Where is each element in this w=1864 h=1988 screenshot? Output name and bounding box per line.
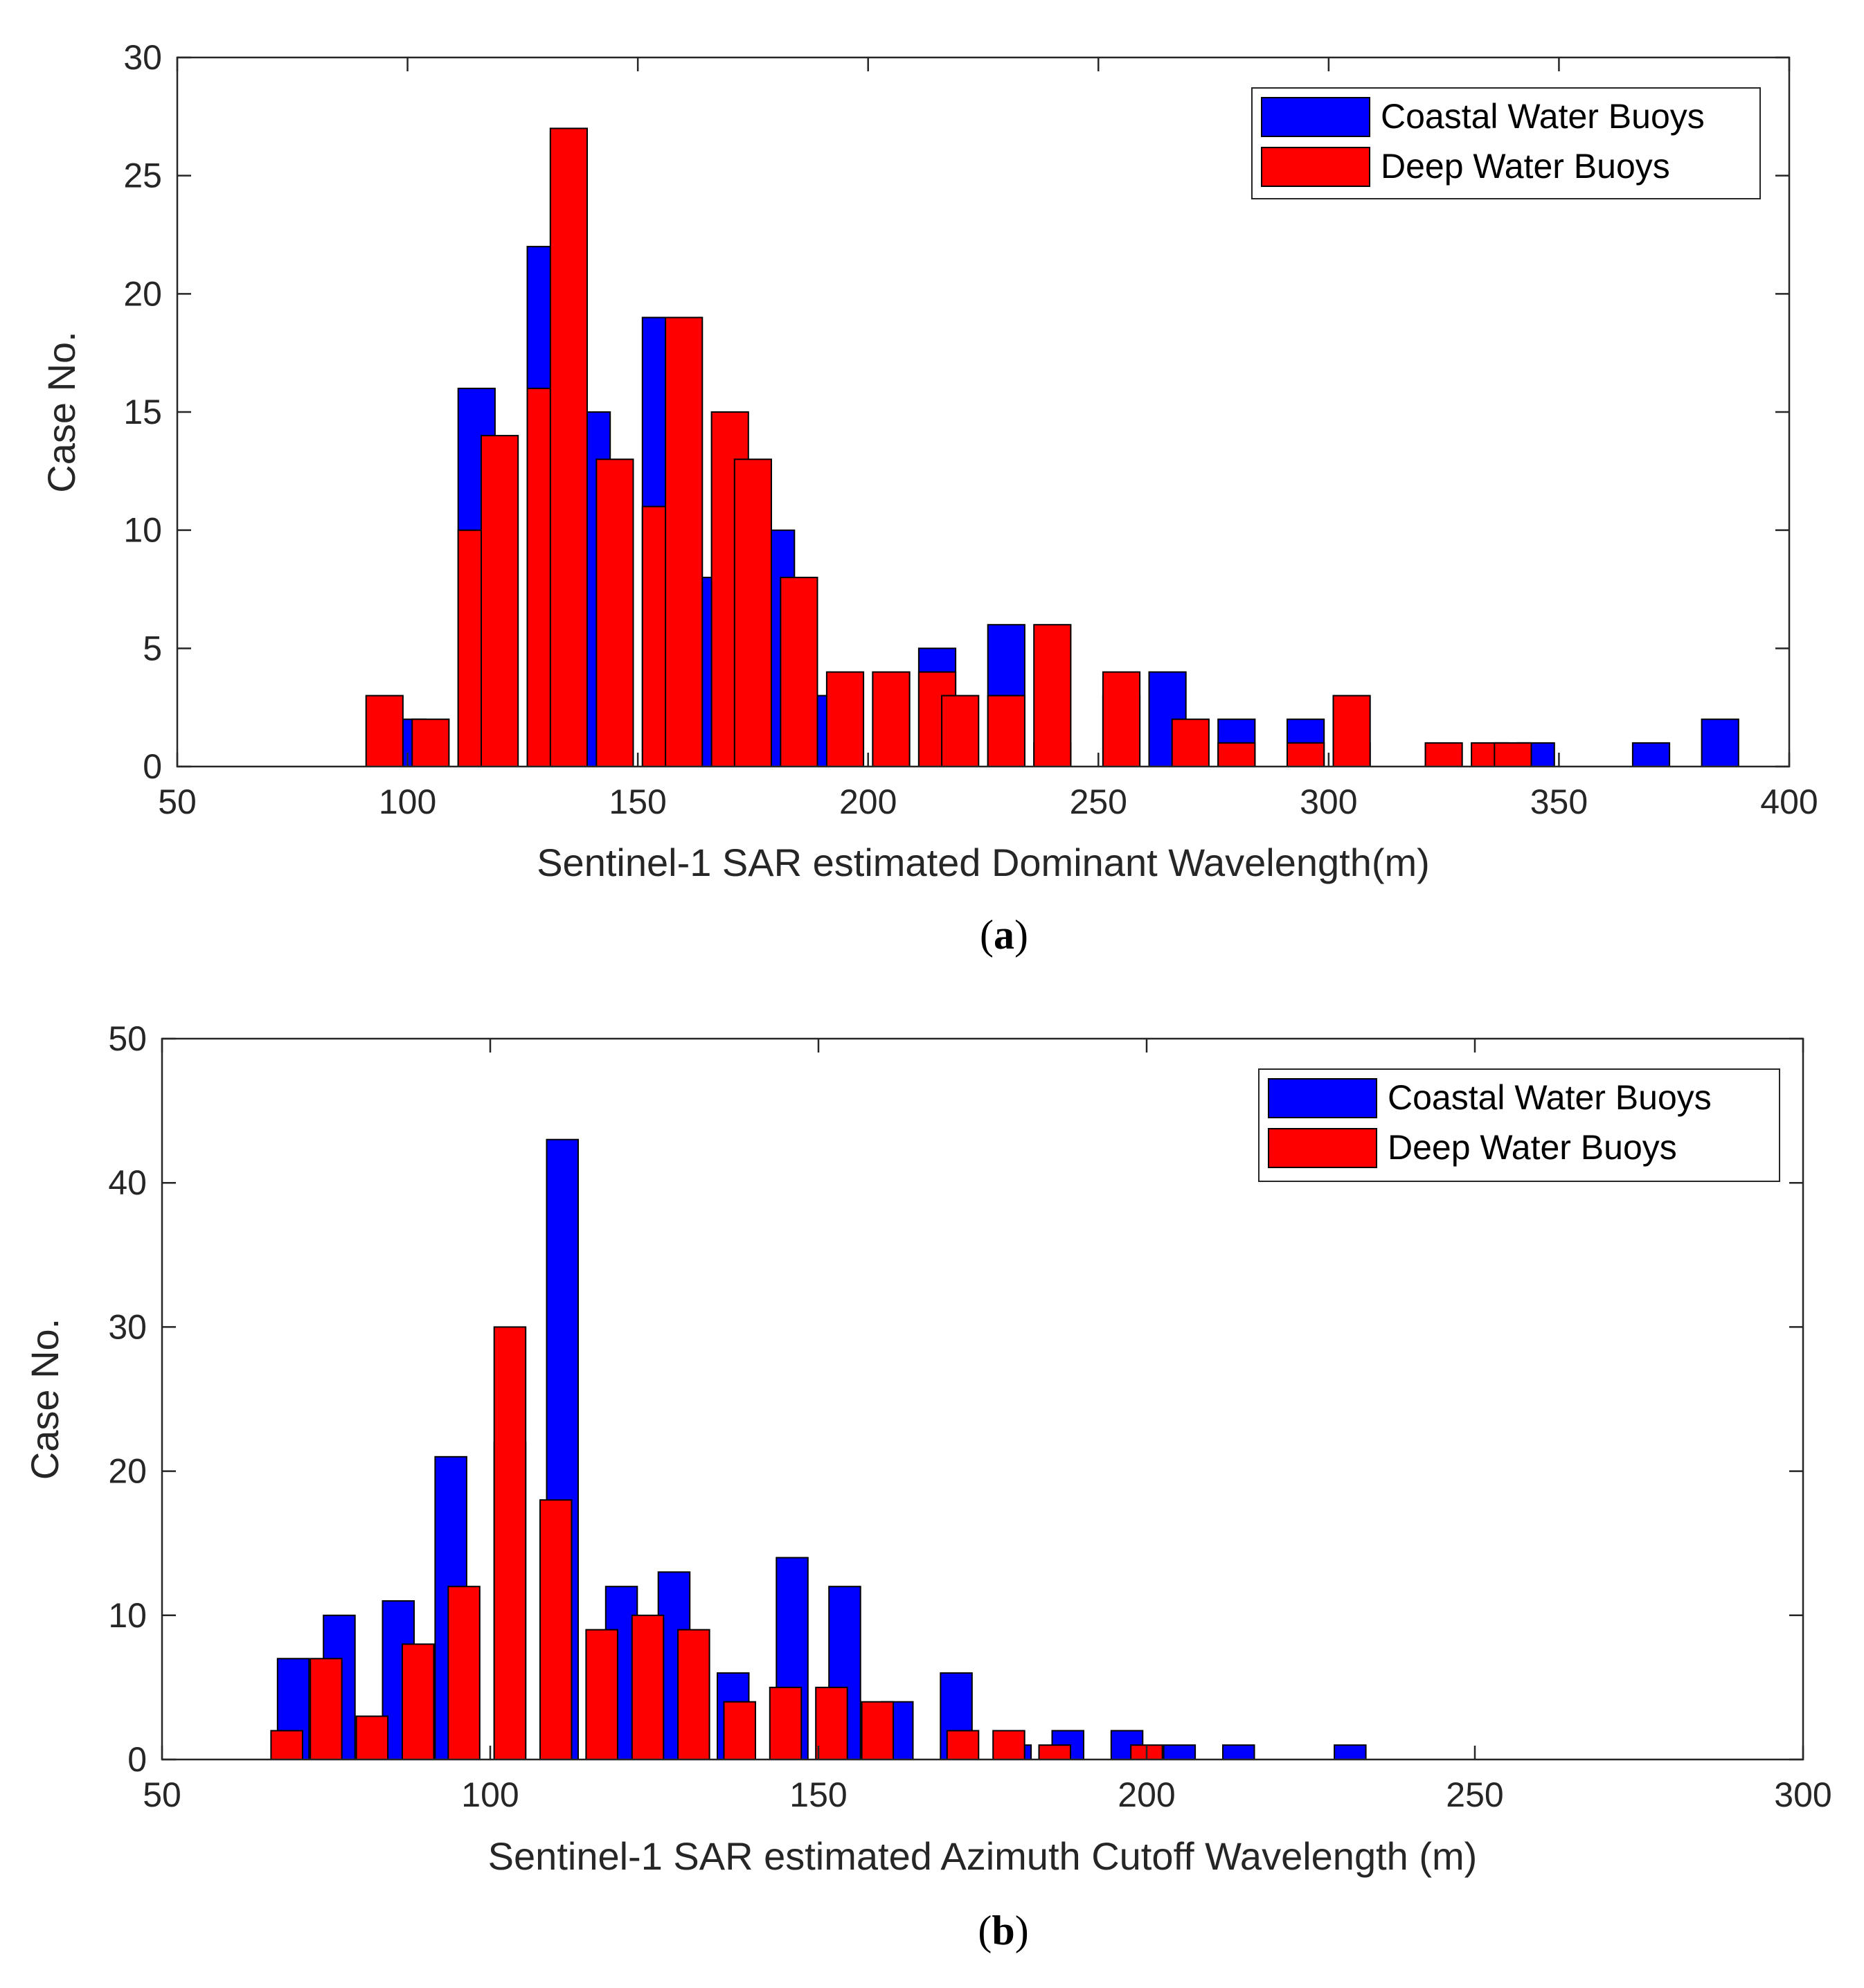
x-tick-label: 300: [1300, 782, 1357, 821]
legend-label-deep: Deep Water Buoys: [1388, 1128, 1677, 1167]
legend: Coastal Water Buoys Deep Water Buoys: [1251, 87, 1761, 199]
x-tick-label: 50: [143, 1775, 181, 1814]
x-tick-label: 100: [461, 1775, 519, 1814]
bar-deep-11: [769, 1686, 803, 1760]
legend-swatch-coastal: [1261, 97, 1370, 137]
x-tick-label: 150: [789, 1775, 847, 1814]
y-tick-label: 10: [108, 1596, 147, 1635]
x-tick-label: 100: [379, 782, 436, 821]
bar-deep-8: [665, 316, 704, 767]
y-tick-label: 30: [123, 38, 162, 77]
legend-label-coastal: Coastal Water Buoys: [1381, 97, 1705, 136]
y-tick-label: 0: [127, 1740, 147, 1779]
bar-deep-12: [825, 671, 865, 767]
plot-area-frame: [161, 1037, 1804, 1761]
bar-deep-0: [270, 1730, 303, 1760]
y-tick-label: 50: [108, 1019, 147, 1058]
x-axis-label: Sentinel-1 SAR estimated Azimuth Cutoff …: [488, 1834, 1478, 1878]
y-tick-label: 15: [123, 393, 162, 431]
x-tick-label: 300: [1774, 1775, 1831, 1814]
x-tick-label: 50: [158, 782, 197, 821]
y-tick-label: 5: [143, 629, 162, 668]
x-tick-label: 350: [1530, 782, 1588, 821]
x-axis-label: Sentinel-1 SAR estimated Dominant Wavele…: [537, 841, 1430, 884]
bar-deep-0: [365, 695, 404, 767]
bar-deep-8: [631, 1614, 665, 1761]
bar-deep-13: [872, 671, 911, 767]
bar-coastal-18: [1631, 742, 1671, 768]
y-tick-label: 40: [108, 1163, 147, 1202]
bar-deep-9: [677, 1629, 710, 1761]
bar-deep-6: [595, 458, 634, 767]
bar-deep-17: [1033, 624, 1072, 768]
bar-deep-5: [549, 127, 588, 767]
x-tick-label: 250: [1070, 782, 1127, 821]
bar-deep-5: [493, 1326, 527, 1760]
y-tick-label: 0: [143, 747, 162, 786]
legend-swatch-coastal: [1268, 1078, 1377, 1118]
panel-caption: (b): [978, 1908, 1028, 1953]
bar-deep-7: [585, 1629, 618, 1761]
y-tick-label: 25: [123, 156, 162, 195]
y-tick-label: 20: [108, 1452, 147, 1491]
bar-deep-15: [941, 695, 980, 767]
bar-deep-16: [1038, 1744, 1071, 1760]
legend: Coastal Water Buoys Deep Water Buoys: [1258, 1068, 1780, 1182]
bar-deep-11: [780, 576, 818, 768]
bar-deep-12: [815, 1686, 848, 1760]
bar-deep-10: [723, 1701, 756, 1760]
bar-deep-3: [481, 435, 519, 767]
bar-deep-14: [946, 1730, 980, 1760]
bar-coastal-19: [1701, 718, 1739, 767]
bar-deep-20: [1217, 742, 1256, 768]
bar-deep-13: [861, 1701, 895, 1760]
bar-deep-19: [1171, 718, 1210, 767]
x-tick-label: 150: [609, 782, 666, 821]
bar-coastal-17: [1222, 1744, 1255, 1760]
y-tick-label: 30: [108, 1307, 147, 1346]
y-tick-label: 10: [123, 511, 162, 550]
y-tick-label: 20: [123, 274, 162, 313]
legend-swatch-deep: [1268, 1128, 1377, 1168]
chart-panel-a: 50 100 150 200 250 300 350 400 0 5 10 15 20 25 30 Senti…: [39, 38, 1818, 958]
bar-coastal-18: [1334, 1744, 1367, 1760]
legend-label-deep: Deep Water Buoys: [1381, 147, 1670, 186]
bar-deep-10: [733, 458, 773, 767]
bar-deep-16: [987, 695, 1025, 767]
bar-deep-25: [1494, 742, 1532, 768]
bar-deep-4: [447, 1586, 481, 1760]
x-tick-label: 200: [1118, 1775, 1175, 1814]
bar-coastal-16: [1163, 1744, 1197, 1760]
x-tick-label: 400: [1760, 782, 1818, 821]
y-axis-label: Case No.: [23, 1318, 66, 1480]
x-tick-label: 200: [839, 782, 897, 821]
x-tick-label: 250: [1446, 1775, 1503, 1814]
bar-deep-21: [1287, 742, 1325, 768]
bar-deep-15: [992, 1730, 1025, 1760]
bar-deep-23: [1424, 742, 1463, 768]
bar-deep-1: [411, 718, 450, 767]
bar-deep-1: [310, 1658, 343, 1761]
bar-deep-18: [1102, 671, 1141, 767]
bar-deep-3: [402, 1643, 435, 1760]
panel-caption: (a): [980, 912, 1028, 958]
bar-deep-6: [539, 1499, 573, 1760]
legend-label-coastal: Coastal Water Buoys: [1388, 1078, 1712, 1117]
bar-deep-22: [1332, 695, 1371, 767]
y-axis-label: Case No.: [39, 331, 83, 492]
legend-swatch-deep: [1261, 147, 1370, 187]
bar-deep-2: [355, 1715, 389, 1760]
chart-panel-b: 50 100 150 200 250 300 0 10 20 30 40 50 Sentinel-1 S…: [23, 1019, 1832, 1953]
